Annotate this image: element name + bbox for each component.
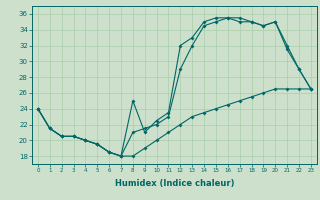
X-axis label: Humidex (Indice chaleur): Humidex (Indice chaleur): [115, 179, 234, 188]
